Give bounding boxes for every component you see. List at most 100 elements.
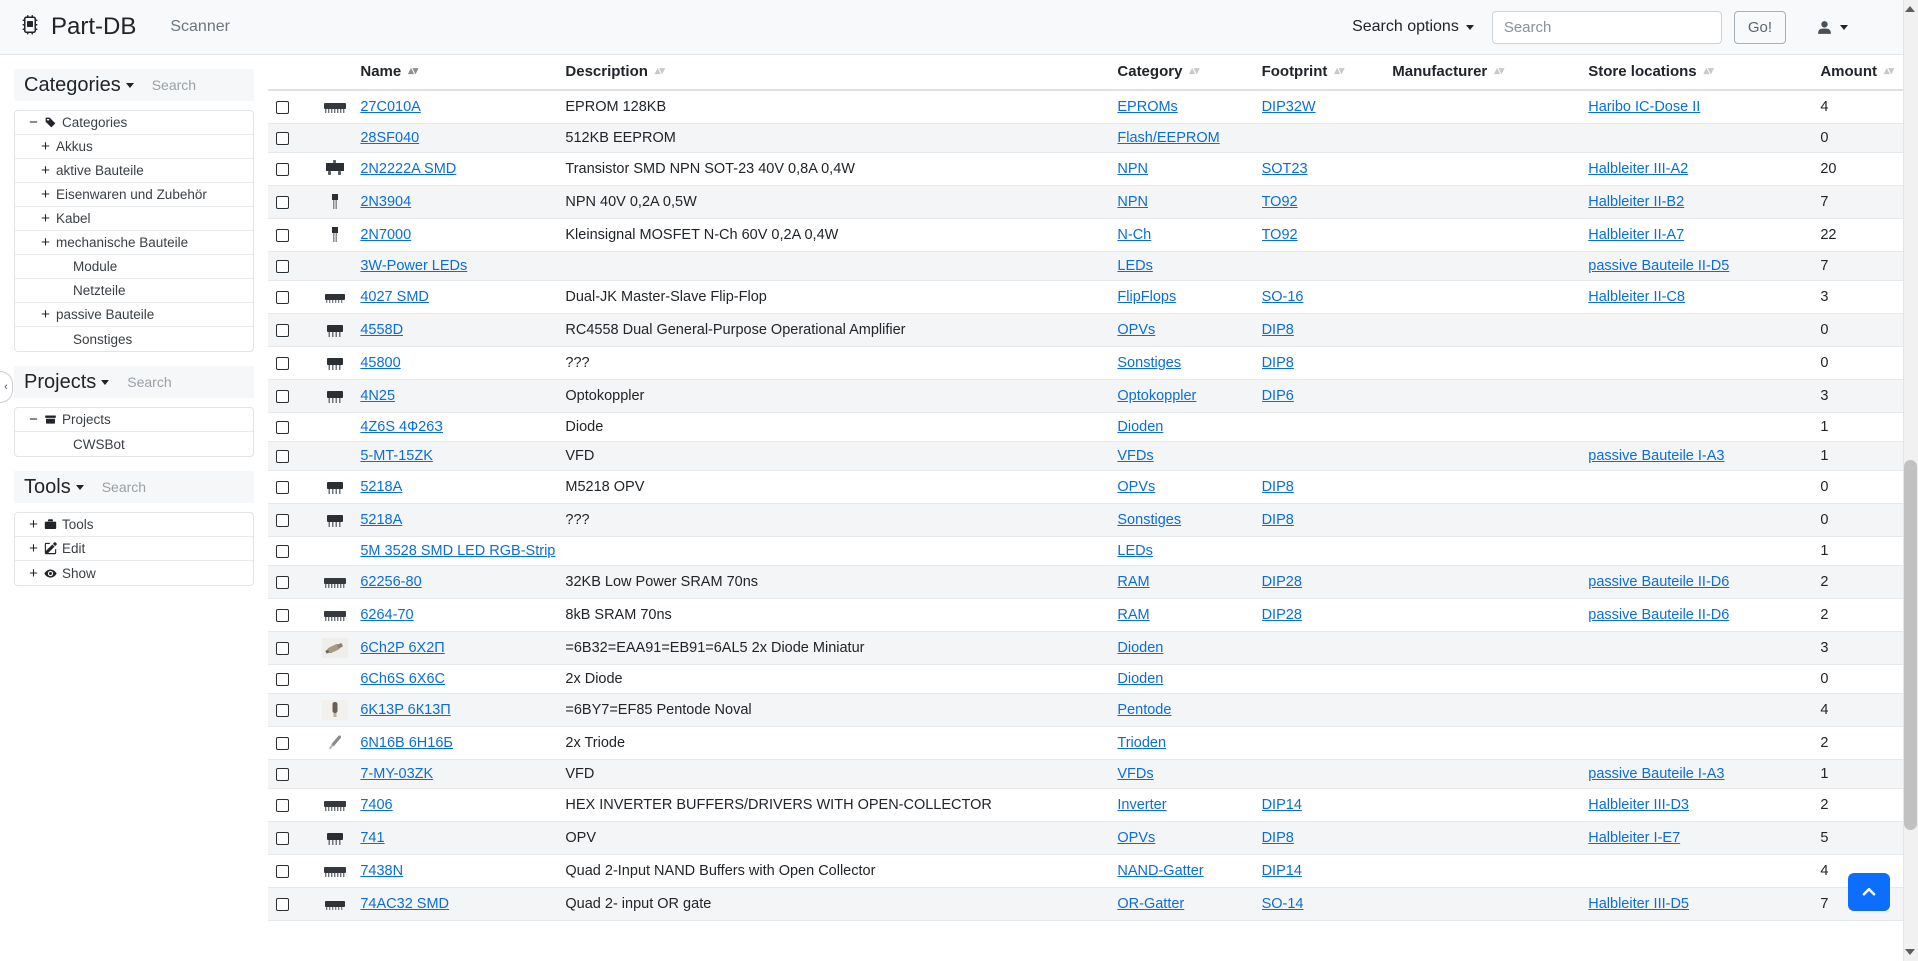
- row-checkbox[interactable]: [276, 100, 289, 114]
- part-category-link[interactable]: Sonstiges: [1117, 512, 1182, 528]
- row-checkbox[interactable]: [276, 897, 289, 911]
- table-row[interactable]: 5218A M5218 OPV OPVs DIP8 0: [268, 470, 1906, 504]
- part-category-link[interactable]: EPROMs: [1117, 99, 1178, 115]
- row-checkbox[interactable]: [276, 864, 289, 878]
- part-footprint-link[interactable]: DIP8: [1261, 355, 1294, 371]
- row-checkbox[interactable]: [276, 290, 289, 304]
- part-name-link[interactable]: 7-MY-03ZK: [360, 766, 434, 782]
- table-row[interactable]: 5218A??? Sonstiges DIP8 0: [268, 503, 1906, 537]
- part-name-link[interactable]: 6Ch6S 6Х6С: [360, 671, 445, 687]
- table-row[interactable]: 2N7000 Kleinsignal MOSFET N-Ch 60V 0,2A 0…: [268, 218, 1906, 252]
- table-row[interactable]: 7406 HEX INVERTER BUFFERS/DRIVERS WITH OP…: [268, 788, 1906, 822]
- row-checkbox[interactable]: [276, 389, 289, 403]
- part-name-link[interactable]: 7406: [360, 797, 393, 813]
- table-row[interactable]: 7-MY-03ZK VFD VFDs passive Bauteile I-A3 1: [268, 759, 1906, 789]
- part-category-link[interactable]: NPN: [1117, 161, 1149, 177]
- row-checkbox[interactable]: [276, 131, 289, 145]
- part-name-link[interactable]: 4N25: [360, 388, 396, 404]
- sort-toggle-icon[interactable]: ▴▾: [1189, 65, 1199, 78]
- part-name-link[interactable]: 6N16B 6Н16Б: [360, 735, 453, 751]
- part-name-link[interactable]: 5218A: [360, 479, 403, 495]
- sidebar-item-sonstiges[interactable]: Sonstiges: [15, 327, 253, 351]
- part-category-link[interactable]: OPVs: [1117, 479, 1156, 495]
- row-checkbox[interactable]: [276, 641, 289, 655]
- sidebar-panel-title-projects[interactable]: Projects: [24, 371, 110, 394]
- part-category-link[interactable]: Pentode: [1117, 702, 1172, 718]
- part-footprint-link[interactable]: DIP14: [1261, 797, 1302, 813]
- column-header-manufacturer[interactable]: Manufacturer ▴▾: [1392, 55, 1589, 91]
- part-footprint-link[interactable]: TO92: [1261, 194, 1298, 210]
- sidebar-item-show[interactable]: + Show: [15, 561, 253, 585]
- part-category-link[interactable]: RAM: [1117, 574, 1150, 590]
- part-category-link[interactable]: FlipFlops: [1117, 289, 1177, 305]
- part-name-link[interactable]: 6264-70: [360, 607, 414, 623]
- part-category-link[interactable]: LEDs: [1117, 543, 1153, 559]
- part-footprint-link[interactable]: DIP28: [1261, 607, 1302, 623]
- sort-toggle-icon[interactable]: ▴▾: [1883, 65, 1894, 78]
- sidebar-item-mechanische-bauteile[interactable]: + mechanische Bauteile: [15, 231, 253, 255]
- search-options-dropdown[interactable]: Search options: [1352, 18, 1474, 36]
- part-footprint-link[interactable]: DIP32W: [1261, 99, 1316, 115]
- part-category-link[interactable]: Dioden: [1117, 640, 1164, 656]
- part-category-link[interactable]: NPN: [1117, 194, 1149, 210]
- row-checkbox[interactable]: [276, 162, 289, 176]
- table-row[interactable]: 4558D RC4558 Dual General-Purpose Operati…: [268, 313, 1906, 347]
- part-name-link[interactable]: 2N2222A SMD: [360, 161, 457, 177]
- part-category-link[interactable]: Flash/EEPROM: [1117, 130, 1220, 146]
- part-footprint-link[interactable]: DIP6: [1261, 388, 1294, 404]
- table-row[interactable]: 45800??? Sonstiges DIP8 0: [268, 346, 1906, 380]
- part-footprint-link[interactable]: TO92: [1261, 227, 1298, 243]
- scroll-up-arrow-icon[interactable]: [1905, 6, 1915, 12]
- table-row[interactable]: 5M 3528 SMD LED RGB-Strip LEDs 1: [268, 536, 1906, 566]
- table-row[interactable]: 2N2222A SMD Transistor SMD NPN SOT-23 40V…: [268, 152, 1906, 186]
- collapse-icon[interactable]: −: [29, 411, 38, 428]
- part-category-link[interactable]: Trioden: [1117, 735, 1167, 751]
- part-store-location-link[interactable]: Halbleiter I-E7: [1588, 830, 1681, 846]
- part-name-link[interactable]: 28SF040: [360, 130, 420, 146]
- scrollbar-thumb[interactable]: [1904, 460, 1917, 830]
- part-category-link[interactable]: LEDs: [1117, 258, 1153, 274]
- row-checkbox[interactable]: [276, 608, 289, 622]
- column-header-category[interactable]: Category ▴▾: [1117, 55, 1262, 91]
- row-checkbox[interactable]: [276, 420, 289, 434]
- sidebar-panel-title-categories[interactable]: Categories: [24, 74, 134, 97]
- part-category-link[interactable]: Dioden: [1117, 671, 1164, 687]
- part-name-link[interactable]: 74AC32 SMD: [360, 896, 450, 912]
- part-footprint-link[interactable]: DIP8: [1261, 512, 1294, 528]
- table-row[interactable]: 3W-Power LEDs LEDs passive Bauteile II-D5 7: [268, 251, 1906, 281]
- expand-icon[interactable]: +: [29, 516, 38, 533]
- part-category-link[interactable]: OPVs: [1117, 830, 1156, 846]
- part-name-link[interactable]: 4027 SMD: [360, 289, 429, 305]
- sidebar-item-akkus[interactable]: + Akkus: [15, 135, 253, 159]
- expand-icon[interactable]: +: [41, 138, 50, 155]
- table-row[interactable]: 4N25 Optokoppler Optokoppler DIP6 3: [268, 379, 1906, 413]
- expand-icon[interactable]: +: [41, 234, 50, 251]
- expand-icon[interactable]: +: [41, 306, 50, 323]
- row-checkbox[interactable]: [276, 195, 289, 209]
- page-scrollbar[interactable]: [1903, 0, 1918, 961]
- table-row[interactable]: 62256-80 32KB Low Power SRAM 70ns RAM DIP28…: [268, 565, 1906, 599]
- part-footprint-link[interactable]: SOT23: [1261, 161, 1308, 177]
- part-category-link[interactable]: Inverter: [1117, 797, 1167, 813]
- sort-toggle-icon[interactable]: ▴▾: [1334, 65, 1344, 78]
- sort-toggle-icon[interactable]: ▴▾: [654, 65, 665, 78]
- column-header-amount[interactable]: Amount ▴▾: [1820, 55, 1906, 91]
- part-category-link[interactable]: NAND-Gatter: [1117, 863, 1204, 879]
- search-go-button[interactable]: Go!: [1733, 10, 1786, 44]
- part-category-link[interactable]: OPVs: [1117, 322, 1156, 338]
- part-footprint-link[interactable]: DIP28: [1261, 574, 1302, 590]
- sidebar-panel-title-tools[interactable]: Tools: [24, 476, 84, 499]
- row-checkbox[interactable]: [276, 356, 289, 370]
- sidebar-item-netzteile[interactable]: Netzteile: [15, 279, 253, 303]
- part-category-link[interactable]: VFDs: [1117, 766, 1154, 782]
- table-row[interactable]: 74AC32 SMD Quad 2- input OR gate OR-Gatter…: [268, 887, 1906, 921]
- part-store-location-link[interactable]: passive Bauteile I-A3: [1588, 448, 1725, 464]
- row-checkbox[interactable]: [276, 449, 289, 463]
- row-checkbox[interactable]: [276, 575, 289, 589]
- part-store-location-link[interactable]: passive Bauteile II-D6: [1588, 607, 1730, 623]
- table-row[interactable]: 28SF040 512KB EEPROM Flash/EEPROM 0: [268, 123, 1906, 153]
- table-row[interactable]: 6264-70 8kB SRAM 70ns RAM DIP28 passive Baut…: [268, 598, 1906, 632]
- scroll-down-arrow-icon[interactable]: [1905, 949, 1915, 955]
- table-row[interactable]: 4027 SMD Dual-JK Master-Slave Flip-Flop Fl…: [268, 280, 1906, 314]
- sidebar-search-input-categories[interactable]: [149, 76, 260, 94]
